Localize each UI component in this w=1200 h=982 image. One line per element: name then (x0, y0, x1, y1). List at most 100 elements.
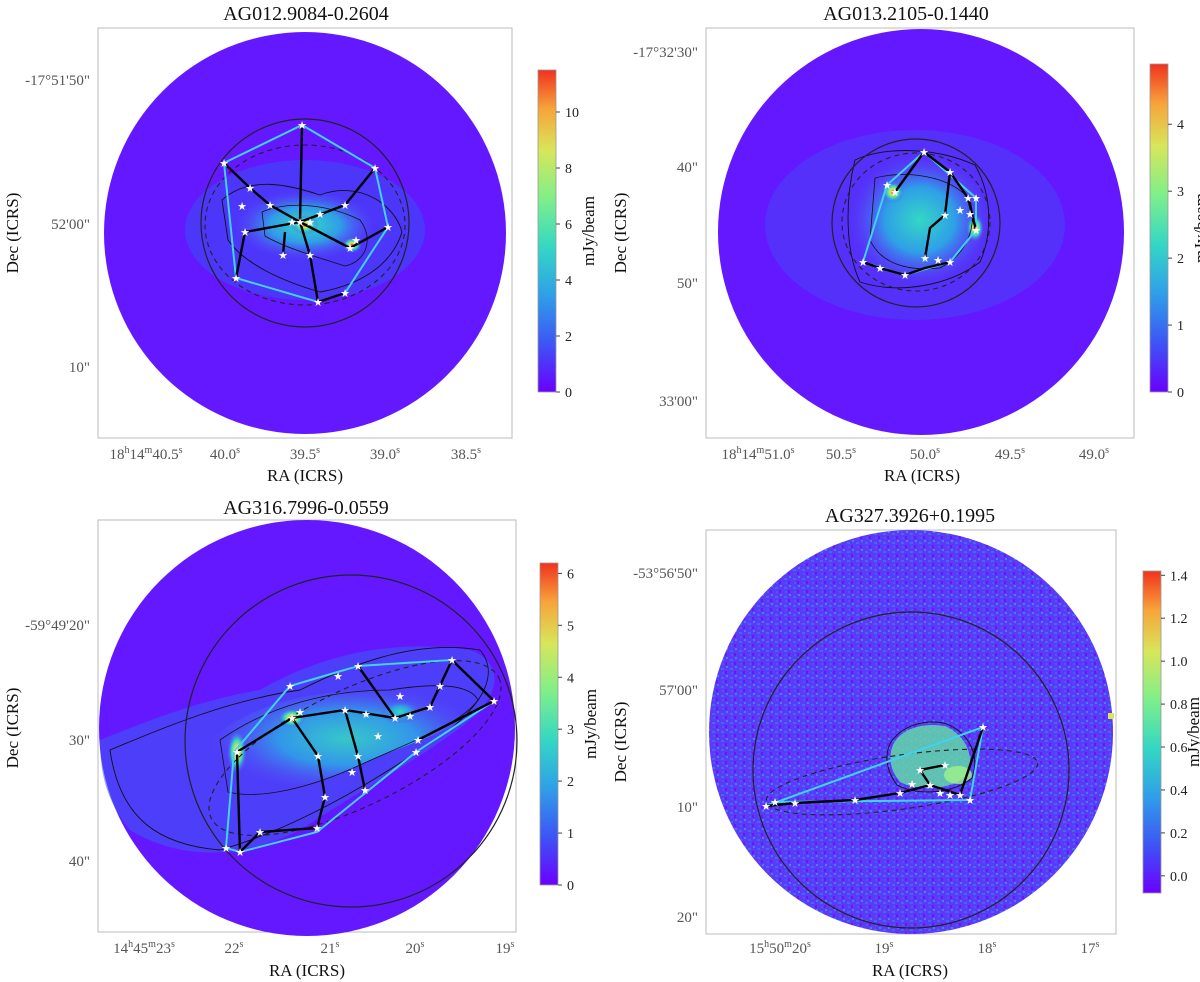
colorbar-tick-label: 8 (565, 162, 572, 177)
svg-text:★: ★ (971, 193, 981, 205)
svg-text:★: ★ (231, 273, 241, 285)
panel-title: AG316.7996-0.0559 (223, 497, 389, 519)
svg-text:★: ★ (963, 193, 973, 205)
svg-text:★: ★ (265, 200, 275, 212)
colorbar-tick-label: 1.0 (1170, 655, 1188, 670)
svg-text:★: ★ (305, 250, 315, 262)
y-tick-label: 50" (677, 276, 698, 292)
y-tick-label: 10" (69, 360, 90, 376)
convex-hull (224, 658, 496, 854)
svg-text:★: ★ (345, 243, 355, 255)
colorbar-tick-label: 5 (567, 619, 574, 634)
y-axis-label: Dec (ICRS) (3, 688, 22, 769)
x-ticks: 18h14m40.5s 40.0s 39.5s 39.0s 38.5s (110, 445, 482, 463)
colorbar-tick-label: 0 (1177, 386, 1184, 401)
svg-text:★: ★ (413, 735, 423, 747)
core-markers: ★ ★ ★ ★ ★★★★ ★ ★★ ★ ★★ (761, 722, 988, 813)
y-axis-label: Dec (ICRS) (3, 193, 22, 274)
colorbar-tick-label: 0.4 (1170, 784, 1188, 799)
svg-text:★: ★ (232, 747, 242, 759)
mst-edges (234, 220, 301, 279)
svg-text:★: ★ (390, 713, 400, 725)
x-axis-label: RA (ICRS) (872, 961, 948, 980)
svg-text:★: ★ (955, 790, 965, 802)
svg-text:★: ★ (255, 827, 265, 839)
svg-text:★: ★ (920, 253, 930, 265)
svg-text:★: ★ (890, 187, 900, 199)
svg-text:★: ★ (340, 288, 350, 300)
contour (886, 721, 976, 793)
svg-text:★: ★ (383, 222, 393, 234)
svg-text:★: ★ (240, 227, 250, 239)
fov-circle (184, 574, 518, 908)
colorbar-tick-label: 1.2 (1170, 612, 1188, 627)
mst-edges (862, 260, 951, 277)
panel-title: AG327.3926+0.1995 (825, 505, 995, 527)
x-tick-label: 39.5s (290, 445, 320, 463)
colorbar-tick-label: 2 (567, 775, 574, 790)
panel-title: AG012.9084-0.2604 (223, 3, 389, 25)
mst-edges (923, 171, 952, 259)
panel-4: AG327.3926+0.1995 ★ ★ ★ ★ ★★★★ ★ ★★ ★ ★★ -53°… (611, 505, 1200, 980)
svg-text:★: ★ (313, 297, 323, 309)
x-ticks: 18h14m51.0s 50.5s 50.0s 49.5s 49.0s (722, 445, 1110, 463)
dashed-ellipse (204, 144, 406, 306)
core-markers: ★★★★ ★★★★ ★★ ★★ ★★★★ ★★★★ (219, 120, 393, 309)
x-axis-label: RA (ICRS) (267, 466, 343, 485)
svg-text:★: ★ (373, 731, 383, 743)
svg-text:★: ★ (405, 711, 415, 723)
x-tick-label: 19s (875, 939, 894, 957)
panel-2: AG013.2105-0.1440 ★★★★ ★★★★ ★★★★ ★★★ ★ -1… (611, 3, 1200, 485)
svg-text:★: ★ (447, 655, 457, 667)
colorbar: 0 1 2 3 4 mJy/beam (1149, 63, 1200, 401)
svg-text:★: ★ (790, 798, 800, 810)
x-tick-label: 15h50m20s (749, 939, 811, 957)
colorbar-tick-label: 0.6 (1170, 741, 1188, 756)
y-tick-label: 33'00" (659, 394, 698, 410)
x-tick-label: 49.0s (1079, 445, 1109, 463)
mst-edges (298, 221, 346, 304)
mst-edges (923, 151, 978, 231)
x-tick-label: 18h14m40.5s (110, 445, 183, 463)
colorbar-gradient (1142, 570, 1162, 894)
svg-text:★: ★ (237, 201, 247, 213)
svg-text:★: ★ (925, 780, 935, 792)
mst-edges (357, 665, 396, 719)
mst-edges (281, 231, 287, 256)
fov-circle (752, 611, 1070, 929)
svg-text:★: ★ (919, 147, 929, 159)
contour (261, 204, 368, 267)
svg-text:★: ★ (353, 751, 363, 763)
svg-text:★: ★ (315, 209, 325, 221)
svg-text:★: ★ (351, 235, 361, 247)
svg-text:★: ★ (347, 767, 357, 779)
contour (219, 685, 479, 795)
x-tick-label: 40.0s (210, 445, 240, 463)
panel-title: AG013.2105-0.1440 (823, 3, 989, 25)
colorbar-tick-label: 2 (1177, 252, 1184, 267)
colorbar-tick-label: 1 (567, 827, 574, 842)
mst-edges (299, 167, 376, 224)
svg-text:★: ★ (361, 709, 371, 721)
core-markers: ★★★ ★ ★★★★ ★★★★ ★★★★ ★★★★ ★★★★ ★★★ (221, 655, 499, 859)
colorbar: 0 1 2 3 4 5 6 mJy/beam (539, 562, 600, 894)
convex-hull (765, 725, 985, 807)
dashed-ellipse (765, 748, 1039, 816)
dashed-ellipse (841, 152, 991, 292)
y-tick-label: -17°51'50" (25, 73, 90, 89)
mst-edges (343, 709, 367, 791)
colorbar-tick-label: 4 (1177, 118, 1184, 133)
colorbar-tick-label: 0.0 (1170, 870, 1188, 885)
svg-text:★: ★ (940, 210, 950, 222)
svg-text:★: ★ (935, 788, 945, 800)
mst-edges (299, 220, 389, 250)
x-axis-label: RA (ICRS) (884, 466, 960, 485)
contour (847, 150, 990, 289)
mst-edges (236, 657, 497, 754)
panel-1: AG012.9084-0.2604 ★★★★ ★★★★ ★★ ★★ ★★★★ ★★… (3, 3, 598, 485)
y-tick-label: -17°32'30" (633, 45, 698, 61)
colorbar-tick-label: 0.2 (1170, 827, 1188, 842)
x-tick-label: 49.5s (995, 445, 1025, 463)
svg-text:★: ★ (245, 183, 255, 195)
x-tick-label: 38.5s (451, 445, 481, 463)
